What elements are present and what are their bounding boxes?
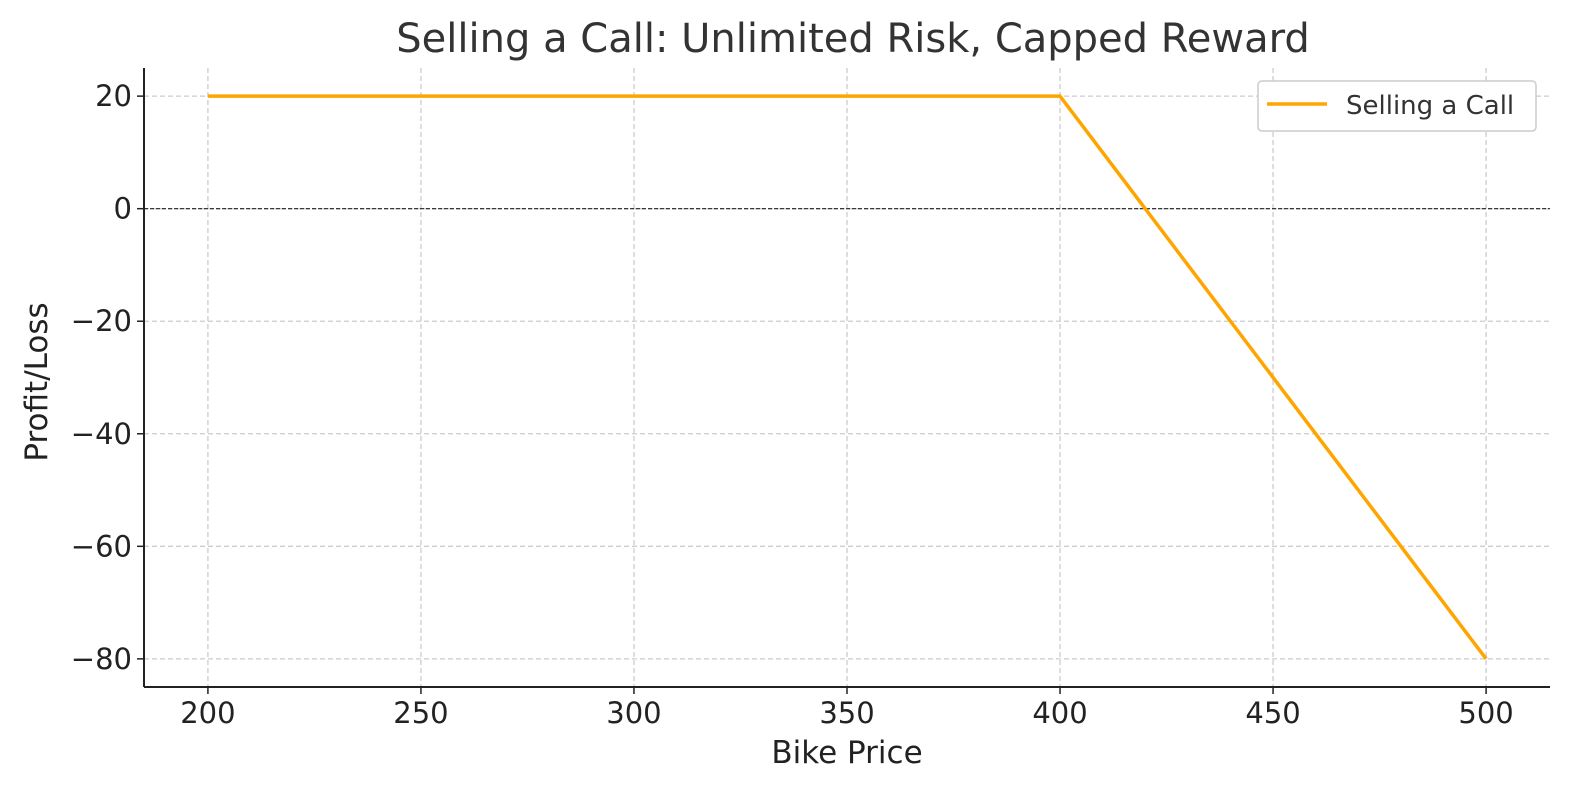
legend: Selling a Call: [1257, 80, 1537, 132]
y-tick-label: 20: [95, 79, 132, 113]
x-axis-ticks: 200 250 300 350 400 450 500: [180, 687, 1514, 730]
y-tick-label: −40: [71, 417, 132, 451]
x-tick-label: 250: [393, 696, 448, 730]
x-tick-label: 350: [819, 696, 874, 730]
y-axis-ticks: 20 0 −20 −40 −60 −80: [71, 79, 144, 676]
series-lines: [207, 94, 1488, 660]
x-tick-label: 450: [1245, 696, 1300, 730]
y-tick-label: −20: [71, 304, 132, 338]
y-tick-label: 0: [114, 192, 132, 226]
y-tick-label: −80: [71, 642, 132, 676]
series-line-selling-a-call: [207, 94, 1488, 660]
x-tick-label: 300: [606, 696, 661, 730]
x-tick-label: 400: [1032, 696, 1087, 730]
x-tick-label: 200: [180, 696, 235, 730]
legend-frame: [1257, 80, 1537, 132]
chart-title: Selling a Call: Unlimited Risk, Capped R…: [396, 16, 1309, 62]
grid-lines: [144, 68, 1550, 687]
x-axis-label: Bike Price: [771, 735, 922, 771]
y-axis-label: Profit/Loss: [19, 302, 55, 461]
legend-label: Selling a Call: [1346, 91, 1514, 121]
y-tick-label: −60: [71, 529, 132, 563]
x-tick-label: 500: [1458, 696, 1513, 730]
